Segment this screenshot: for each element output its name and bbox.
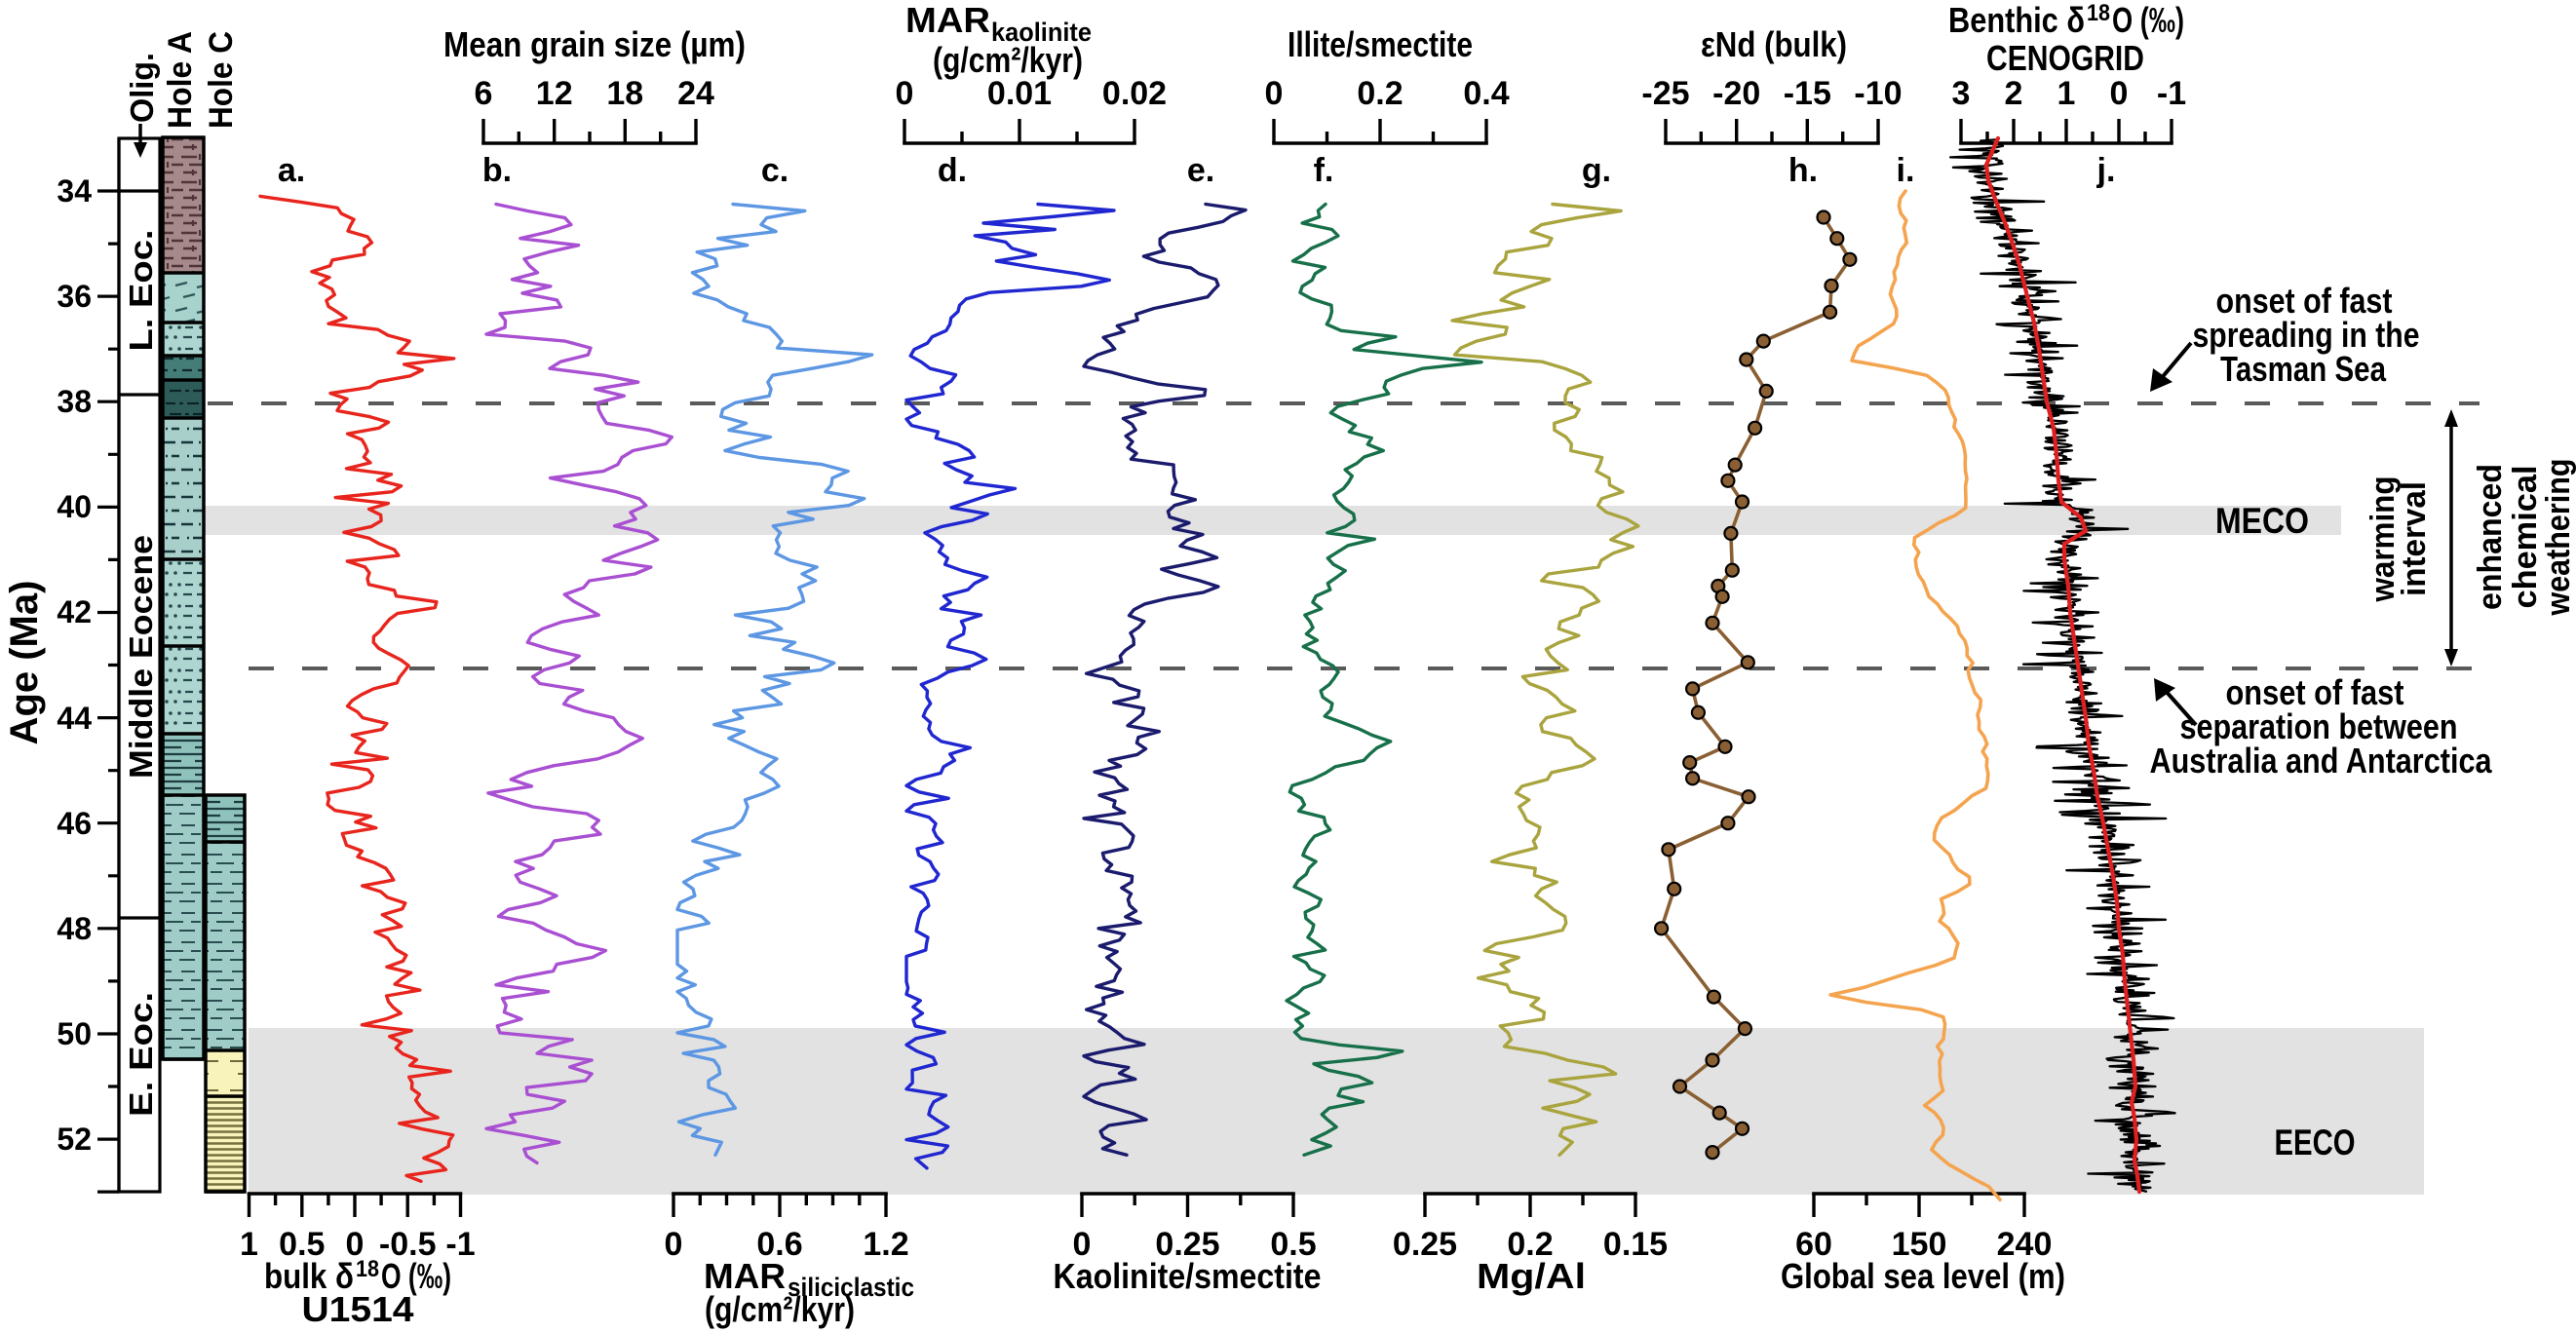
svg-text:6: 6 [475, 75, 493, 112]
svg-text:0.5: 0.5 [1270, 1226, 1316, 1263]
svg-text:2: 2 [2005, 75, 2023, 112]
svg-text:0.5: 0.5 [279, 1226, 325, 1263]
svg-text:18: 18 [356, 1256, 379, 1282]
svg-text:0.01: 0.01 [987, 75, 1052, 112]
svg-text:chemical: chemical [2507, 466, 2544, 609]
svg-text:onset of fast: onset of fast [2216, 281, 2393, 321]
svg-text:38: 38 [57, 384, 92, 419]
svg-text:3: 3 [1952, 75, 1971, 112]
svg-text:Benthic δ: Benthic δ [1948, 0, 2085, 40]
svg-text:CENOGRID: CENOGRID [1986, 38, 2144, 78]
svg-text:0: 0 [346, 1226, 365, 1263]
svg-text:Mg/Al: Mg/Al [1477, 1256, 1586, 1296]
svg-text:g.: g. [1582, 152, 1611, 189]
svg-text:Global sea level (m): Global sea level (m) [1781, 1256, 2065, 1296]
svg-text:warming: warming [2365, 476, 2402, 603]
svg-text:bulk δ: bulk δ [264, 1256, 354, 1296]
svg-text:-15: -15 [1784, 75, 1831, 112]
svg-text:i.: i. [1897, 152, 1915, 189]
svg-text:siliciclastic: siliciclastic [788, 1273, 914, 1302]
svg-text:44: 44 [57, 701, 92, 736]
svg-text:MECO: MECO [2215, 501, 2309, 541]
svg-text:b.: b. [482, 152, 512, 189]
svg-text:Tasman Sea: Tasman Sea [2220, 349, 2387, 389]
svg-text:0.25: 0.25 [1393, 1226, 1457, 1263]
svg-text:50: 50 [57, 1016, 92, 1051]
svg-text:Kaolinite/smectite: Kaolinite/smectite [1054, 1256, 1322, 1296]
svg-text:c.: c. [761, 152, 788, 189]
svg-text:40: 40 [57, 489, 92, 524]
svg-text:0.02: 0.02 [1102, 75, 1167, 112]
svg-text:48: 48 [57, 911, 92, 946]
svg-text:34: 34 [57, 173, 92, 209]
svg-text:150: 150 [1892, 1226, 1947, 1263]
svg-text:24: 24 [677, 75, 714, 112]
svg-text:kaolinite: kaolinite [991, 18, 1092, 47]
svg-text:Olig.: Olig. [124, 53, 160, 123]
svg-text:U1514: U1514 [302, 1289, 414, 1329]
svg-text:240: 240 [1997, 1226, 2053, 1263]
svg-text:MAR: MAR [704, 1256, 786, 1296]
svg-text:Hole A: Hole A [162, 31, 199, 129]
svg-text:0.2: 0.2 [1357, 75, 1403, 112]
svg-text:1: 1 [240, 1226, 258, 1263]
svg-text:0: 0 [1073, 1226, 1092, 1263]
svg-text:0.6: 0.6 [756, 1226, 802, 1263]
svg-text:0.2: 0.2 [1507, 1226, 1553, 1263]
svg-text:O (‰): O (‰) [381, 1256, 451, 1296]
svg-text:EECO: EECO [2275, 1123, 2356, 1162]
svg-text:36: 36 [57, 279, 92, 314]
svg-text:(g/cm²/kyr): (g/cm²/kyr) [933, 40, 1083, 80]
svg-text:L. Eoc.: L. Eoc. [123, 230, 159, 352]
svg-text:18: 18 [2087, 0, 2110, 26]
svg-text:Hole C: Hole C [203, 31, 240, 129]
svg-text:enhanced: enhanced [2472, 464, 2509, 610]
svg-text:0.4: 0.4 [1463, 75, 1509, 112]
svg-text:Middle Eocene: Middle Eocene [123, 535, 159, 779]
svg-text:Australia and Antarctica: Australia and Antarctica [2150, 741, 2493, 781]
svg-text:-25: -25 [1641, 75, 1689, 112]
svg-text:j.: j. [2096, 152, 2116, 189]
svg-text:h.: h. [1788, 152, 1818, 189]
svg-text:εNd (bulk): εNd (bulk) [1701, 24, 1847, 64]
svg-text:MAR: MAR [905, 0, 990, 40]
svg-text:E. Eoc.: E. Eoc. [123, 992, 159, 1117]
svg-text:0: 0 [896, 75, 914, 112]
svg-text:onset of fast: onset of fast [2226, 672, 2404, 712]
svg-text:-10: -10 [1854, 75, 1902, 112]
svg-text:0: 0 [665, 1226, 683, 1263]
svg-text:0.15: 0.15 [1603, 1226, 1668, 1263]
svg-text:interval: interval [2396, 481, 2433, 596]
svg-text:separation between: separation between [2180, 706, 2458, 746]
svg-text:e.: e. [1187, 152, 1214, 189]
svg-text:12: 12 [536, 75, 573, 112]
svg-text:-0.5: -0.5 [379, 1226, 437, 1263]
svg-text:0: 0 [2110, 75, 2129, 112]
svg-text:-1: -1 [445, 1226, 475, 1263]
svg-text:0.25: 0.25 [1155, 1226, 1219, 1263]
svg-text:spreading in the: spreading in the [2193, 315, 2420, 355]
svg-text:O (‰): O (‰) [2112, 0, 2184, 40]
svg-text:52: 52 [57, 1122, 92, 1157]
svg-text:0: 0 [1265, 75, 1284, 112]
svg-text:d.: d. [938, 152, 967, 189]
svg-text:-20: -20 [1712, 75, 1760, 112]
svg-text:60: 60 [1795, 1226, 1832, 1263]
svg-text:weathering: weathering [2540, 459, 2576, 617]
svg-text:f.: f. [1314, 152, 1334, 189]
svg-text:18: 18 [606, 75, 643, 112]
svg-text:-1: -1 [2157, 75, 2186, 112]
svg-text:1: 1 [2057, 75, 2076, 112]
svg-text:Illite/smectite: Illite/smectite [1288, 24, 1473, 64]
svg-text:Age (Ma): Age (Ma) [3, 581, 46, 745]
svg-text:42: 42 [57, 594, 92, 629]
svg-text:a.: a. [278, 152, 305, 189]
svg-text:46: 46 [57, 806, 92, 841]
svg-text:Mean grain size (µm): Mean grain size (µm) [443, 24, 746, 64]
svg-text:(g/cm²/kyr): (g/cm²/kyr) [705, 1289, 855, 1329]
svg-text:1.2: 1.2 [863, 1226, 908, 1263]
